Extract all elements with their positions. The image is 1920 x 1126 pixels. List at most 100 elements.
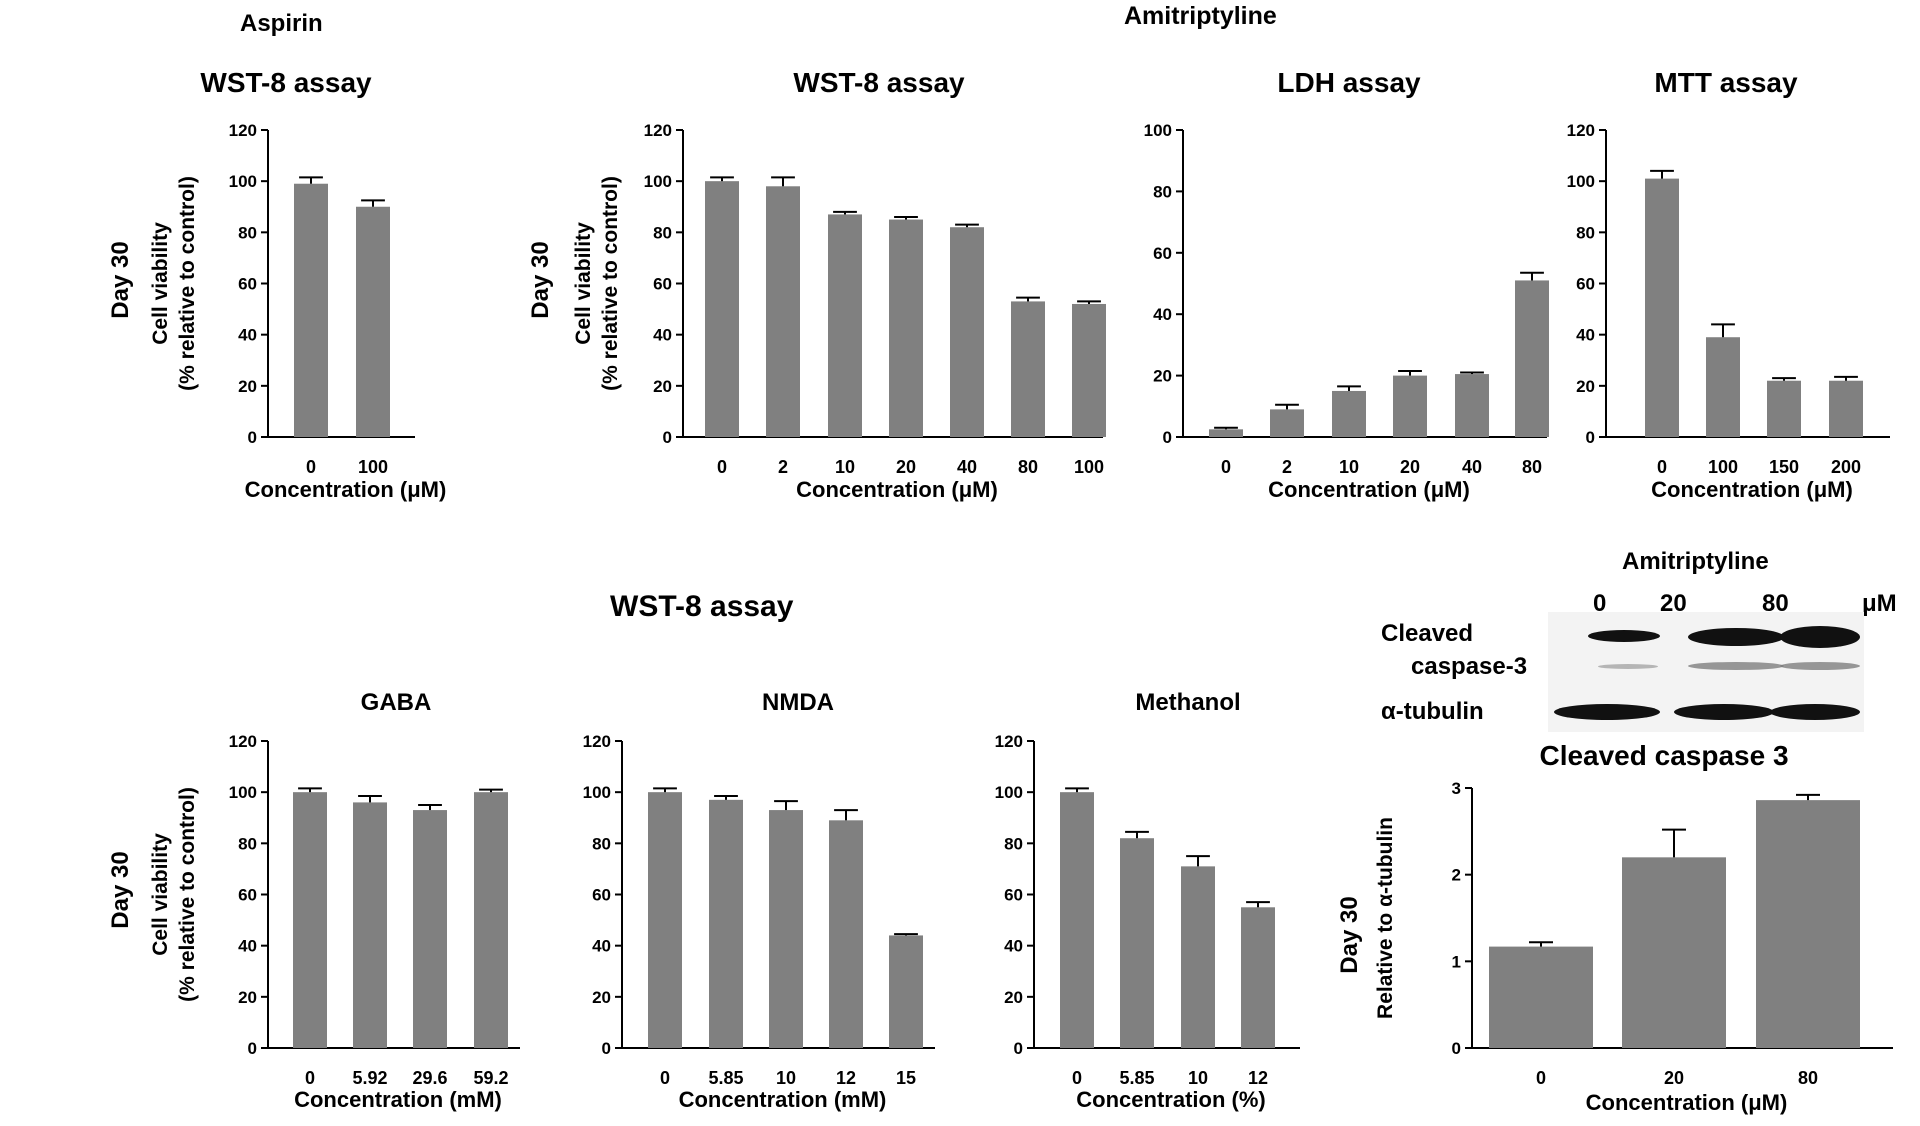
- x-tick-label: 80: [1018, 457, 1038, 477]
- x-tick-label: 0: [1221, 457, 1231, 477]
- y-tick-label: 120: [1567, 121, 1595, 140]
- x-axis-label: Concentration (mM): [679, 1087, 887, 1112]
- bar: [709, 799, 743, 1048]
- blot-band: [1688, 628, 1784, 646]
- bar: [648, 792, 682, 1048]
- x-tick-label: 10: [835, 457, 855, 477]
- blot-lane-0: 0: [1593, 590, 1607, 617]
- y-tick-label: 3: [1452, 779, 1461, 798]
- chart-title: WST-8 assay: [200, 67, 372, 98]
- chart-title: LDH assay: [1277, 67, 1421, 98]
- x-tick-label: 12: [1248, 1068, 1268, 1088]
- y-tick-label: 100: [644, 172, 672, 191]
- y-tick-label: 120: [229, 732, 257, 751]
- x-tick-label: 80: [1798, 1068, 1818, 1088]
- chart-title: NMDA: [762, 689, 834, 716]
- x-tick-label: 29.6: [412, 1068, 447, 1088]
- bar: [1011, 301, 1045, 437]
- x-tick-label: 5.85: [708, 1068, 743, 1088]
- y-tick-label: 2: [1452, 866, 1461, 885]
- bar: [828, 214, 862, 437]
- bar: [356, 206, 390, 437]
- bar: [705, 181, 739, 437]
- y-tick-label: 60: [653, 275, 672, 294]
- bar: [829, 820, 863, 1048]
- y-axis-label: Cell viability: [149, 833, 172, 956]
- x-tick-label: 10: [1188, 1068, 1208, 1088]
- y-tick-label: 40: [238, 326, 257, 345]
- x-axis-label: Concentration (mM): [294, 1087, 502, 1112]
- x-tick-label: 150: [1769, 457, 1799, 477]
- blot-band: [1780, 626, 1860, 648]
- x-tick-label: 0: [1657, 457, 1667, 477]
- x-tick-label: 5.92: [352, 1068, 387, 1088]
- blot-band: [1554, 704, 1660, 720]
- blot-band: [1598, 664, 1658, 669]
- bar: [1120, 838, 1154, 1048]
- bar: [1209, 429, 1243, 437]
- y-axis-label: Cell viability: [149, 222, 172, 345]
- blot-band: [1688, 662, 1784, 670]
- y-tick-label: 120: [644, 121, 672, 140]
- bar: [1489, 946, 1593, 1048]
- x-tick-label: 0: [717, 457, 727, 477]
- x-tick-label: 40: [1462, 457, 1482, 477]
- bar: [1829, 380, 1863, 437]
- y-tick-label: 40: [1004, 937, 1023, 956]
- y-tick-label: 80: [238, 834, 257, 853]
- bar: [1393, 375, 1427, 437]
- y-tick-label: 60: [592, 886, 611, 905]
- chart-title: Cleaved caspase 3: [1539, 740, 1788, 771]
- y-tick-label: 120: [229, 121, 257, 140]
- bar: [1622, 857, 1726, 1048]
- blot-row-label-cleaved: Cleaved: [1381, 620, 1474, 647]
- blot-row-label-tubulin: α-tubulin: [1381, 698, 1484, 725]
- bar: [1270, 409, 1304, 437]
- bar: [413, 810, 447, 1048]
- bar: [1756, 800, 1860, 1048]
- bar: [353, 802, 387, 1048]
- y-tick-label: 80: [238, 223, 257, 242]
- y-tick-label: 80: [1576, 223, 1595, 242]
- y-tick-label: 20: [238, 377, 257, 396]
- y-tick-label: 0: [248, 1039, 257, 1058]
- bar: [766, 186, 800, 437]
- y-tick-label: 80: [1153, 182, 1172, 201]
- x-tick-label: 20: [896, 457, 916, 477]
- x-tick-label: 0: [660, 1068, 670, 1088]
- day-label: Day 30: [107, 241, 134, 318]
- bar: [1515, 280, 1549, 437]
- y-tick-label: 40: [1576, 326, 1595, 345]
- x-tick-label: 12: [836, 1068, 856, 1088]
- y-tick-label: 40: [238, 937, 257, 956]
- y-tick-label: 60: [238, 886, 257, 905]
- blot-band: [1780, 662, 1860, 670]
- bar: [950, 227, 984, 437]
- x-tick-label: 15: [896, 1068, 916, 1088]
- chart-title: WST-8 assay: [793, 67, 965, 98]
- y-tick-label: 1: [1452, 952, 1461, 971]
- y-tick-label: 100: [1567, 172, 1595, 191]
- x-axis-label: Concentration (%): [1076, 1087, 1265, 1112]
- chart-title: GABA: [361, 689, 432, 716]
- y-tick-label: 60: [1004, 886, 1023, 905]
- x-axis-label: Concentration (μM): [1586, 1090, 1788, 1115]
- y-tick-label: 0: [1452, 1039, 1461, 1058]
- y-axis-label: Cell viability: [572, 222, 595, 345]
- y-tick-label: 0: [1163, 428, 1172, 447]
- bar: [1060, 792, 1094, 1048]
- bar: [1332, 390, 1366, 437]
- y-axis-label: Relative to α-tubulin: [1374, 817, 1397, 1019]
- chart-title: MTT assay: [1654, 67, 1798, 98]
- x-tick-label: 0: [1536, 1068, 1546, 1088]
- y-tick-label: 120: [995, 732, 1023, 751]
- bar: [889, 935, 923, 1048]
- y-axis-label: (% relative to control): [599, 176, 622, 391]
- aspirin-header: Aspirin: [240, 10, 323, 37]
- amitriptyline-header: Amitriptyline: [1124, 2, 1277, 30]
- blot-unit: μM: [1862, 590, 1897, 617]
- x-axis-label: Concentration (μM): [796, 477, 998, 502]
- blot-band: [1674, 704, 1774, 720]
- y-tick-label: 100: [995, 783, 1023, 802]
